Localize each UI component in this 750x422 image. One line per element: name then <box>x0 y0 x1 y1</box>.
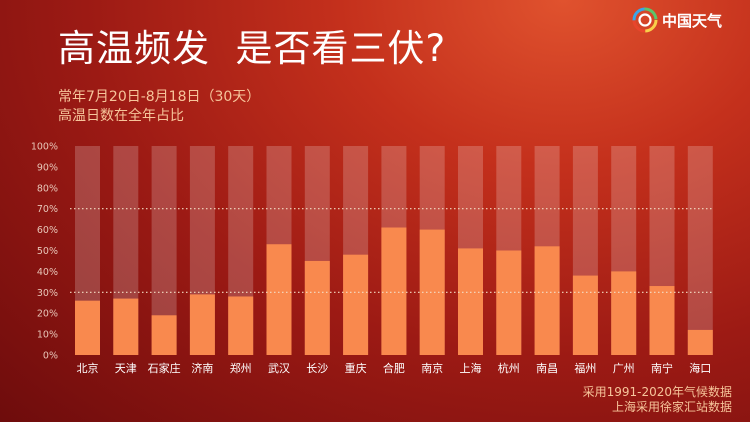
source-note-1: 采用1991-2020年气候数据 <box>582 385 732 399</box>
bar-6 <box>304 260 330 355</box>
x-axis: 北京 天津 石家庄 济南 郑州 武汉 长沙 重庆 合肥 南京 上海 杭州 南昌 福州 广州 南宁 海口 <box>77 361 712 375</box>
bar-2 <box>151 315 177 355</box>
bar-0 <box>75 300 100 355</box>
bar-7 <box>343 254 369 355</box>
x-tick-label: 南京 <box>421 361 443 375</box>
x-tick-label: 济南 <box>191 361 213 375</box>
reference-lines <box>70 208 712 293</box>
x-tick-label: 长沙 <box>306 362 328 375</box>
x-tick-label: 石家庄 <box>148 361 181 375</box>
logo-text: 中国天气 <box>662 11 723 30</box>
bar-15 <box>649 286 675 355</box>
y-tick-label: 30% <box>37 288 58 299</box>
bar-13 <box>572 275 598 355</box>
x-tick-label: 南宁 <box>651 361 673 375</box>
y-axis: 0% 10% 20% 30% 40% 50% 60% 70% 80% 90% 100% <box>31 142 58 362</box>
bar-5 <box>266 244 292 355</box>
x-tick-label: 武汉 <box>268 362 290 375</box>
y-tick-label: 90% <box>37 162 58 173</box>
bar-4 <box>228 296 254 355</box>
page-title: 高温频发 是否看三伏? <box>58 27 447 70</box>
x-tick-label: 重庆 <box>345 361 367 375</box>
x-tick-label: 天津 <box>115 362 137 375</box>
subtitle-period: 常年7月20日-8月18日（30天） <box>58 89 261 105</box>
weather-logo-icon <box>632 7 658 33</box>
bar-16 <box>687 329 713 355</box>
bars <box>75 227 713 355</box>
y-tick-label: 20% <box>37 309 58 320</box>
x-tick-label: 杭州 <box>498 361 520 375</box>
subtitle-metric: 高温日数在全年占比 <box>58 108 184 124</box>
bar-1 <box>113 298 139 355</box>
x-tick-label: 广州 <box>613 362 635 375</box>
y-tick-label: 10% <box>37 330 58 341</box>
bar-8 <box>381 227 407 355</box>
bar-12 <box>534 246 560 355</box>
bar-10 <box>458 248 483 355</box>
y-tick-label: 100% <box>31 142 58 153</box>
bar-14 <box>611 271 637 355</box>
x-tick-label: 海口 <box>689 361 711 375</box>
bar-3 <box>189 294 215 355</box>
y-tick-label: 0% <box>43 351 58 362</box>
bar-track <box>687 146 713 355</box>
y-tick-label: 60% <box>37 225 58 236</box>
x-tick-label: 福州 <box>574 361 596 375</box>
x-tick-label: 南昌 <box>536 362 558 375</box>
x-tick-label: 郑州 <box>230 361 252 375</box>
chart-subtitle: 常年7月20日-8月18日（30天） 高温日数在全年占比 <box>58 88 260 126</box>
y-tick-label: 50% <box>37 246 58 257</box>
x-tick-label: 上海 <box>460 361 482 375</box>
bar-9 <box>419 229 445 355</box>
y-tick-label: 70% <box>37 204 58 215</box>
bar-11 <box>496 250 522 355</box>
x-tick-label: 北京 <box>77 361 99 375</box>
x-tick-label: 合肥 <box>383 361 405 375</box>
brand-logo: 中国天气 <box>632 7 723 33</box>
y-tick-label: 80% <box>37 183 58 194</box>
y-tick-label: 40% <box>37 267 58 278</box>
source-note-2: 上海采用徐家汇站数据 <box>611 400 732 414</box>
data-source-notes: 采用1991-2020年气候数据 上海采用徐家汇站数据 <box>583 385 732 415</box>
